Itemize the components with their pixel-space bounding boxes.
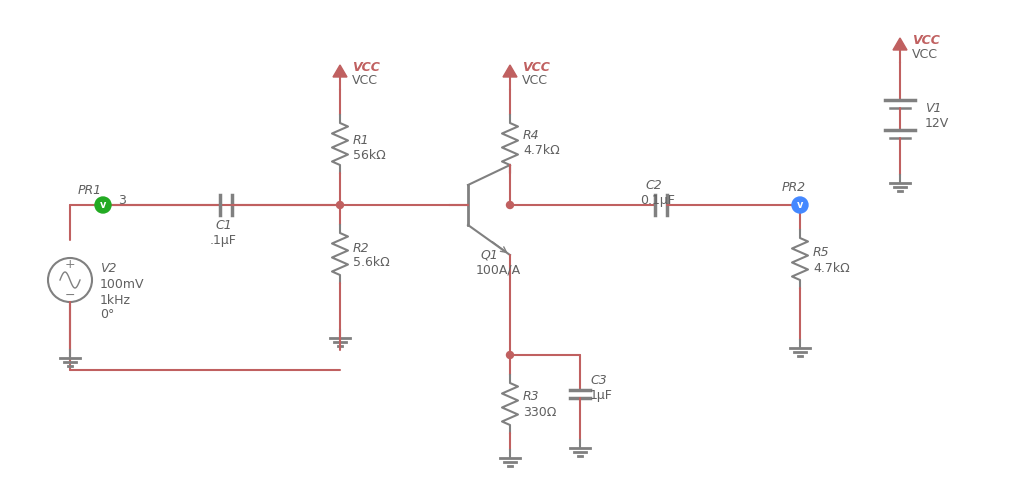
- Polygon shape: [333, 65, 347, 77]
- Polygon shape: [893, 38, 907, 50]
- Text: .1μF: .1μF: [210, 233, 237, 246]
- Text: 0.1μF: 0.1μF: [640, 193, 675, 206]
- Polygon shape: [503, 65, 517, 77]
- Text: PR2: PR2: [782, 180, 806, 193]
- Text: Q1: Q1: [480, 248, 498, 262]
- Text: R3: R3: [523, 390, 540, 403]
- Circle shape: [507, 352, 513, 359]
- Text: 5.6kΩ: 5.6kΩ: [353, 257, 390, 270]
- Text: 12V: 12V: [925, 117, 949, 129]
- Text: 4.7kΩ: 4.7kΩ: [813, 262, 850, 275]
- Circle shape: [797, 201, 804, 208]
- Text: 100A/A: 100A/A: [476, 264, 521, 277]
- Text: V1: V1: [925, 102, 941, 115]
- Text: 1μF: 1μF: [590, 388, 613, 401]
- Circle shape: [337, 201, 343, 208]
- Text: R5: R5: [813, 246, 829, 260]
- Text: C2: C2: [645, 178, 662, 191]
- Text: 56kΩ: 56kΩ: [353, 148, 386, 161]
- Text: VCC: VCC: [352, 61, 380, 74]
- Text: 1kHz: 1kHz: [100, 294, 131, 307]
- Text: PR1: PR1: [78, 183, 102, 196]
- Text: 0°: 0°: [100, 309, 115, 322]
- Text: R2: R2: [353, 241, 370, 255]
- Text: VCC: VCC: [522, 74, 548, 87]
- Circle shape: [507, 201, 513, 208]
- Text: VCC: VCC: [522, 61, 550, 74]
- Text: VCC: VCC: [912, 48, 938, 61]
- Text: VCC: VCC: [912, 34, 940, 47]
- Text: −: −: [65, 289, 75, 302]
- Text: 3: 3: [118, 193, 126, 206]
- Text: R1: R1: [353, 133, 370, 146]
- Text: C1: C1: [215, 218, 231, 231]
- Text: C3: C3: [590, 374, 607, 386]
- Circle shape: [792, 197, 808, 213]
- Text: 330Ω: 330Ω: [523, 405, 556, 418]
- Text: 4.7kΩ: 4.7kΩ: [523, 143, 560, 156]
- Text: 100mV: 100mV: [100, 279, 144, 292]
- Text: R4: R4: [523, 128, 540, 141]
- Text: v: v: [797, 200, 803, 210]
- Text: +: +: [65, 259, 76, 272]
- Circle shape: [95, 197, 111, 213]
- Text: VCC: VCC: [352, 74, 378, 87]
- Text: V2: V2: [100, 262, 117, 275]
- Text: v: v: [99, 200, 106, 210]
